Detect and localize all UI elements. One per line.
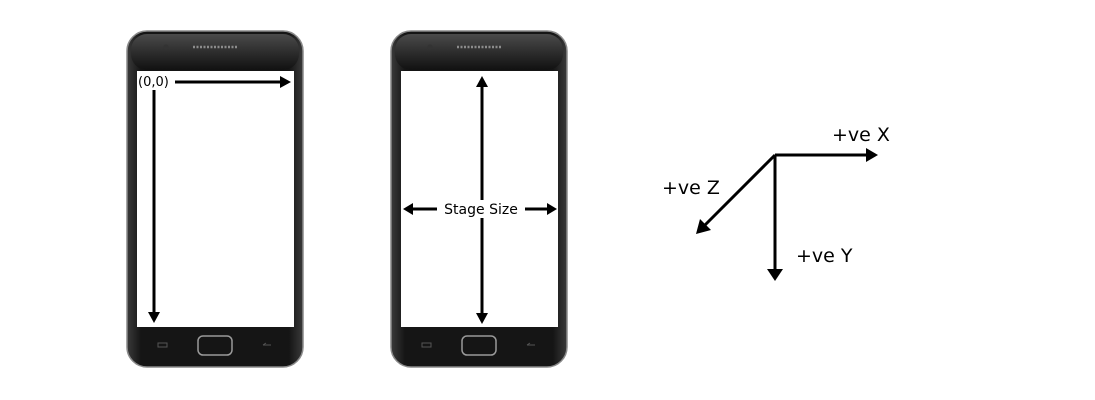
x-axis-arrowhead — [866, 148, 878, 162]
menu-key-icon — [421, 342, 432, 348]
x-axis-label: +ve X — [832, 124, 890, 146]
phone-stage-size: Stage Size — [390, 30, 568, 368]
z-axis-line — [702, 153, 777, 228]
front-camera — [163, 44, 169, 50]
z-axis-label: +ve Z — [662, 177, 720, 199]
front-camera — [427, 44, 433, 50]
phone-screen — [401, 71, 558, 327]
phone-top-bezel — [395, 34, 563, 70]
stage-height-arrowhead-top — [476, 76, 488, 87]
phone-screen — [137, 71, 294, 327]
stage-size-label: Stage Size — [444, 202, 518, 218]
home-button — [461, 335, 497, 356]
back-key-icon — [262, 342, 271, 346]
origin-x-arrowhead — [280, 76, 291, 88]
origin-y-arrowhead — [148, 312, 160, 323]
y-axis-label: +ve Y — [796, 245, 853, 267]
origin-label: (0,0) — [138, 75, 169, 90]
phone-origin: (0,0) — [126, 30, 304, 368]
back-key-icon — [526, 342, 535, 346]
home-button — [197, 335, 233, 356]
stage-label-background — [439, 200, 524, 218]
stage-width-arrowhead-right — [547, 203, 557, 215]
phone-top-bezel — [131, 34, 299, 70]
stage-width-arrowhead-left — [403, 203, 413, 215]
z-axis-arrowhead — [696, 219, 711, 234]
y-axis-arrowhead — [767, 269, 783, 281]
stage-height-arrowhead-bottom — [476, 313, 488, 324]
menu-key-icon — [157, 342, 168, 348]
axes-diagram: +ve X +ve Y +ve Z — [662, 124, 890, 281]
